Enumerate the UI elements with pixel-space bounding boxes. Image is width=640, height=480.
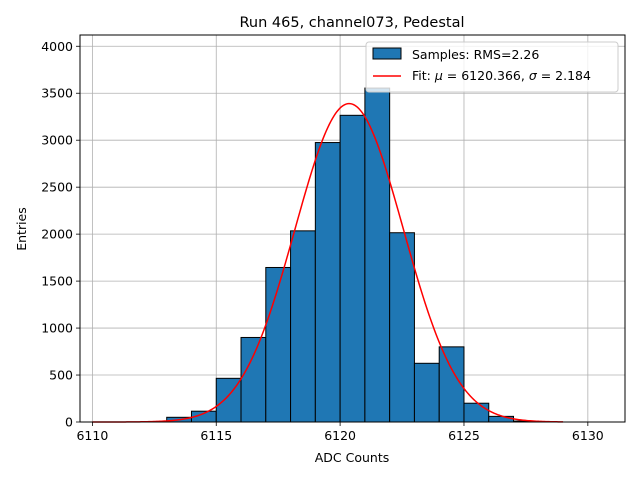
histogram-bar xyxy=(265,266,292,423)
histogram-bar xyxy=(240,336,267,423)
chart-title: Run 465, channel073, Pedestal xyxy=(239,15,464,31)
y-tick-label: 1500 xyxy=(41,274,73,289)
histogram-bar xyxy=(314,142,341,423)
histogram-bar xyxy=(290,230,316,423)
plot-area-frame xyxy=(79,34,626,423)
y-tick-label: 2500 xyxy=(41,180,73,195)
y-tick-label: 2000 xyxy=(41,227,73,242)
y-axis-label: Entries xyxy=(14,207,29,251)
x-tick-label: 6120 xyxy=(324,428,356,443)
histogram-bar xyxy=(438,346,465,423)
x-tick-label: 6110 xyxy=(76,428,108,443)
histogram-bar xyxy=(413,362,440,423)
histogram-bar xyxy=(463,402,490,423)
histogram-bar xyxy=(364,87,391,423)
y-tick-label: 0 xyxy=(65,415,73,430)
legend-box xyxy=(365,41,619,93)
x-axis-ticks: 6110 6115 6120 6125 6130 xyxy=(76,422,604,443)
x-axis-label: ADC Counts xyxy=(315,450,390,465)
x-tick-label: 6130 xyxy=(572,428,604,443)
y-tick-label: 3500 xyxy=(41,86,73,101)
x-tick-label: 6125 xyxy=(448,428,480,443)
y-axis-ticks: 0 500 1000 1500 2000 2500 3000 3500 4000 xyxy=(41,39,80,430)
legend-samples-swatch xyxy=(372,47,402,60)
legend-samples-label: Samples: RMS=2.26 xyxy=(412,47,539,62)
y-tick-label: 4000 xyxy=(41,39,73,54)
fit-curve-group xyxy=(92,102,564,423)
gaussian-fit-curve xyxy=(92,102,564,423)
legend: Samples: RMS=2.26 Fit: μ = 6120.366, σ =… xyxy=(365,41,619,93)
x-tick-label: 6115 xyxy=(200,428,232,443)
histogram-bar xyxy=(339,114,366,423)
y-tick-label: 1000 xyxy=(41,321,73,336)
legend-fit-label: Fit: μ = 6120.366, σ = 2.184 xyxy=(412,68,591,83)
histogram-bar xyxy=(389,232,415,423)
y-tick-label: 3000 xyxy=(41,133,73,148)
y-tick-label: 500 xyxy=(49,368,73,383)
histogram-bar xyxy=(488,415,515,423)
